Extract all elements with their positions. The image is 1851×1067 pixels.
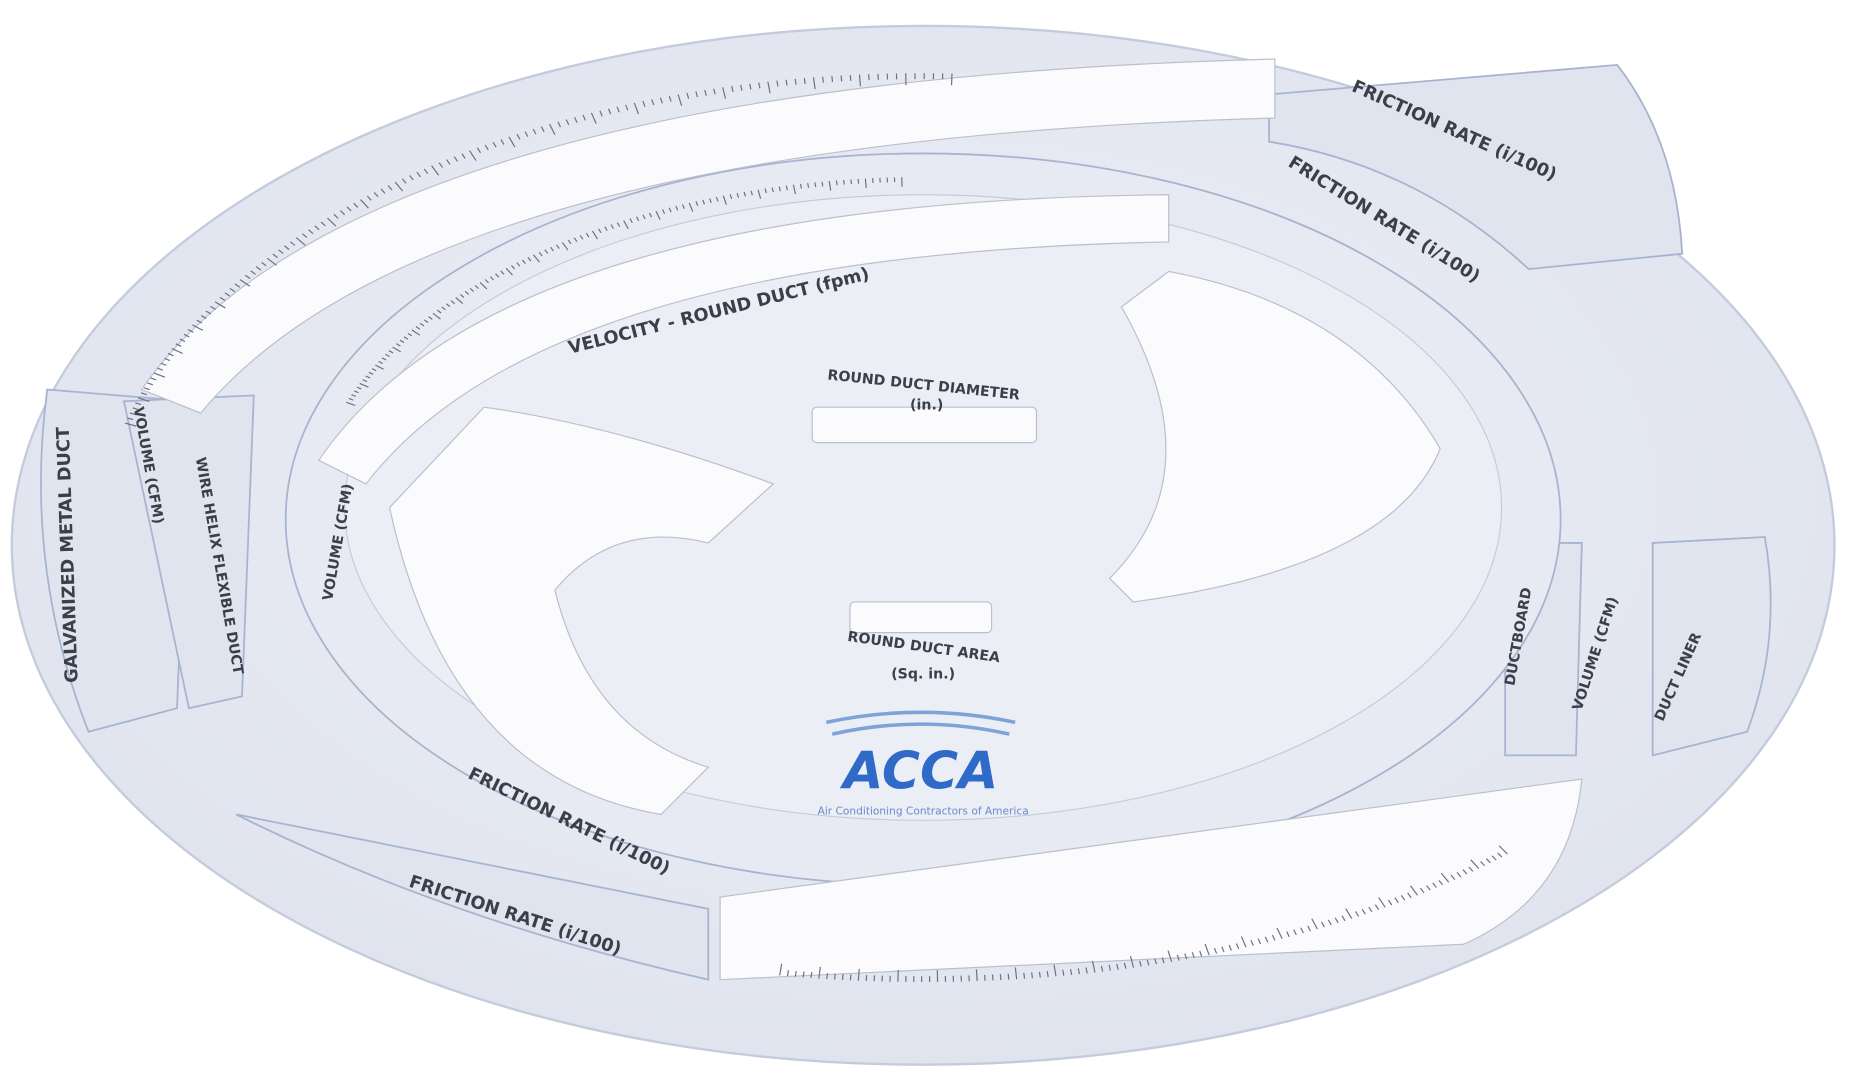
scale-tick	[836, 180, 837, 185]
scale-tick	[850, 974, 851, 980]
scale-tick	[804, 78, 805, 84]
scale-tick	[835, 974, 836, 980]
scale-tick	[827, 973, 828, 979]
logo-tagline: Air Conditioning Contractors of America	[818, 804, 1029, 817]
label: (in.)	[910, 398, 943, 414]
scale-tick	[844, 180, 845, 185]
scale-tick	[815, 182, 816, 187]
scale-tick	[843, 974, 844, 980]
area-window	[850, 602, 992, 633]
scale-tick	[1039, 972, 1040, 978]
scale-tick	[1032, 972, 1033, 978]
logo: ACCA	[839, 741, 998, 801]
scale-tick	[858, 179, 859, 184]
scale-tick	[811, 972, 812, 978]
page: {"wheel": { "outer_labels": { "friction_…	[0, 0, 1851, 1067]
scale-tick	[1024, 973, 1025, 979]
scale-tick	[832, 76, 833, 82]
scale-tick	[850, 75, 851, 81]
scale-tick	[823, 77, 824, 83]
scale-tick	[851, 179, 852, 184]
scale-tick	[841, 76, 842, 82]
scale-tick	[1000, 974, 1001, 980]
scale-tick	[1008, 974, 1009, 980]
calculator-wheel: FRICTION RATE (i/100) FRICTION RATE (i/1…	[0, 0, 1851, 1067]
scale-tick	[976, 969, 977, 981]
scale-tick	[822, 182, 823, 187]
label: (Sq. in.)	[891, 667, 955, 683]
